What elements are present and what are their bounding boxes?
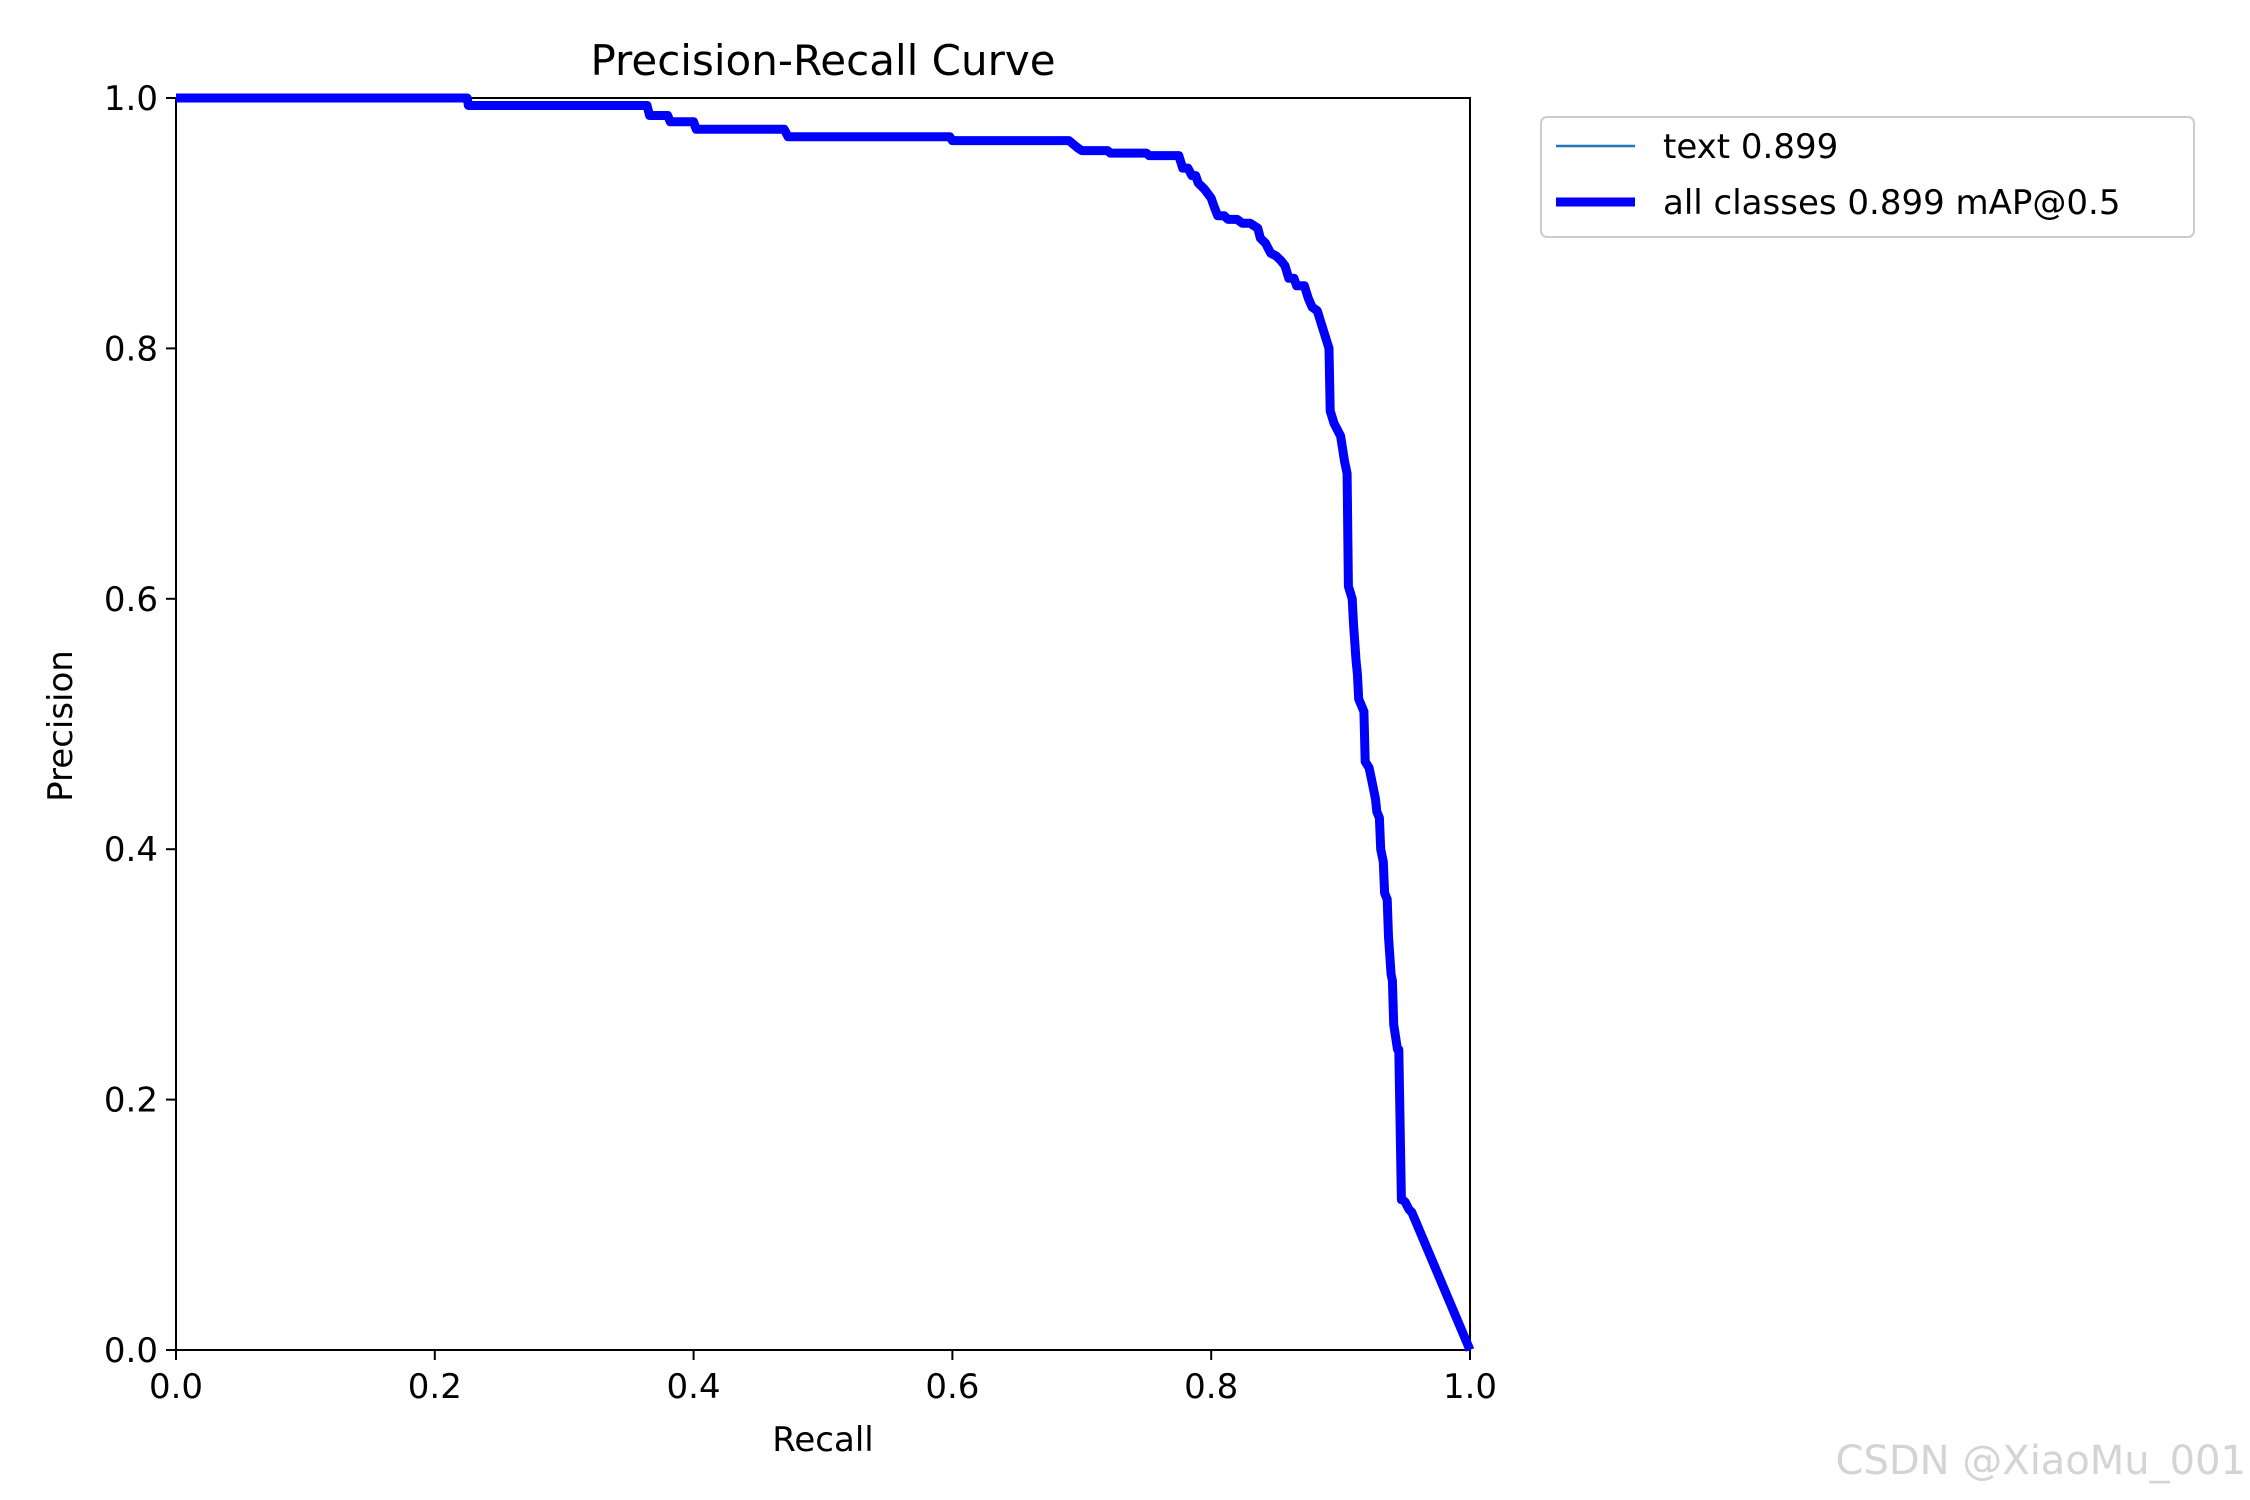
y-tick-label: 0.4 <box>104 830 158 870</box>
y-tick-label: 0.0 <box>104 1331 158 1371</box>
legend-box <box>1540 116 2195 238</box>
y-axis-title: Precision <box>41 650 81 802</box>
watermark: CSDN @XiaoMu_001 <box>1835 1438 2246 1484</box>
x-tick-label: 0.8 <box>1184 1367 1238 1407</box>
x-tick-label: 0.2 <box>408 1367 462 1407</box>
x-axis-title: Recall <box>772 1420 873 1460</box>
y-tick-label: 0.6 <box>104 580 158 620</box>
legend-label-text: text 0.899 <box>1663 127 1838 167</box>
y-tick-label: 0.2 <box>104 1081 158 1121</box>
x-axis-ticks: 0.0 0.2 0.4 0.6 0.8 1.0 <box>149 1350 1497 1407</box>
x-tick-label: 0.4 <box>667 1367 721 1407</box>
x-tick-label: 0.0 <box>149 1367 203 1407</box>
series-layer <box>176 93 1475 1352</box>
chart-title: Precision-Recall Curve <box>590 36 1055 85</box>
series-line-1 <box>176 93 1475 1352</box>
plot-area <box>175 93 1475 1352</box>
y-tick-label: 0.8 <box>104 329 158 369</box>
plot-frame <box>175 97 1471 1351</box>
y-tick-label: 1.0 <box>104 79 158 119</box>
x-tick-label: 0.6 <box>925 1367 979 1407</box>
y-axis-ticks: 0.0 0.2 0.4 0.6 0.8 1.0 <box>104 79 176 1371</box>
legend-label-all-classes: all classes 0.899 mAP@0.5 <box>1663 183 2120 223</box>
legend: text 0.899 all classes 0.899 mAP@0.5 <box>1540 116 2195 238</box>
x-tick-label: 1.0 <box>1443 1367 1497 1407</box>
